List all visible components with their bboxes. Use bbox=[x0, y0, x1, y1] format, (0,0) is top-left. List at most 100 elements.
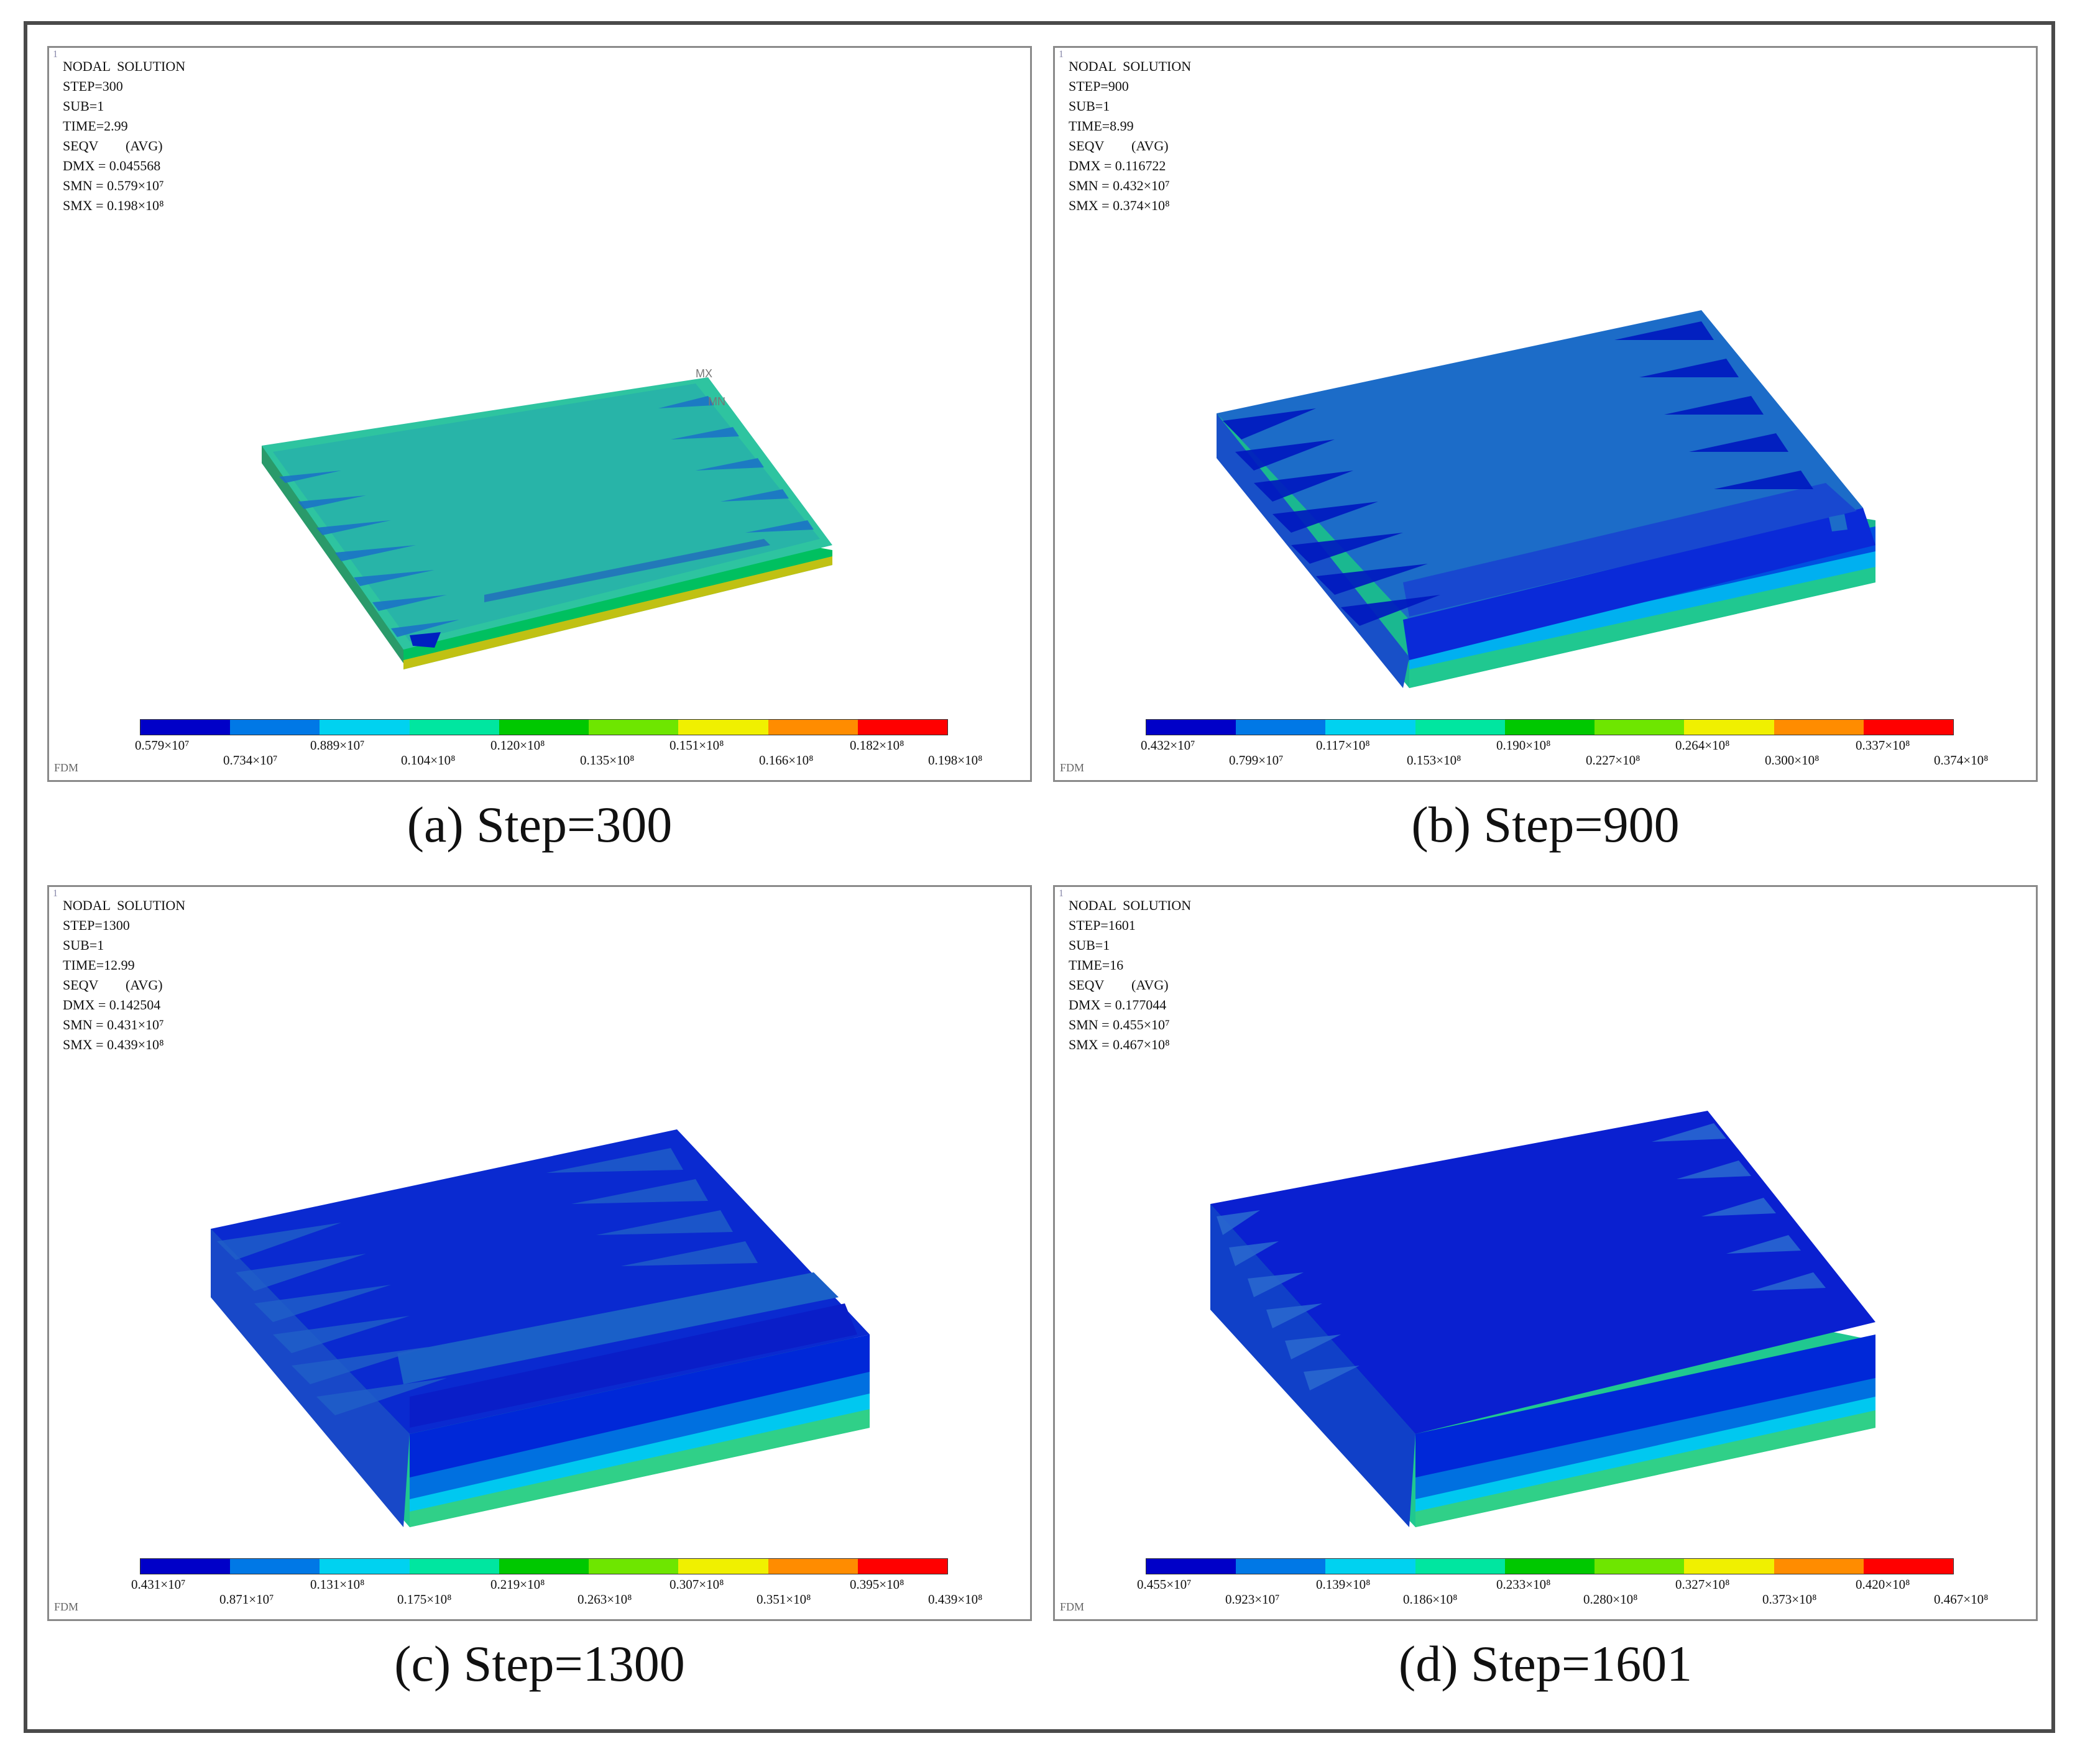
legend-tick: 0.871×10⁷ bbox=[219, 1592, 274, 1607]
legend-tick: 0.467×10⁸ bbox=[1934, 1592, 1989, 1607]
info-line: STEP=1300 bbox=[63, 917, 130, 933]
legend-tick: 0.351×10⁸ bbox=[757, 1592, 811, 1607]
stress-render-d bbox=[1210, 1111, 1875, 1527]
legend-swatch bbox=[140, 1559, 231, 1574]
legend-swatch bbox=[1504, 720, 1595, 735]
legend-tick: 0.186×10⁸ bbox=[1403, 1592, 1458, 1607]
legend-tick: 0.395×10⁸ bbox=[850, 1577, 904, 1592]
info-line: SMN = 0.431×10⁷ bbox=[63, 1017, 164, 1032]
legend-tick: 0.131×10⁸ bbox=[310, 1577, 365, 1592]
legend-tick: 0.734×10⁷ bbox=[223, 753, 278, 768]
legend-tick: 0.219×10⁸ bbox=[490, 1577, 545, 1592]
caption-a: (a) Step=300 bbox=[407, 796, 673, 853]
legend-tick: 0.431×10⁷ bbox=[131, 1577, 186, 1592]
stress-render-a: MX MN bbox=[262, 367, 832, 669]
legend-tick: 0.280×10⁸ bbox=[1583, 1592, 1638, 1607]
legend-swatch bbox=[499, 720, 589, 735]
legend-tick: 0.198×10⁸ bbox=[928, 753, 983, 768]
solution-info-a: NODAL SOLUTION STEP=300 SUB=1 TIME=2.99 … bbox=[63, 57, 185, 216]
legend-swatch bbox=[1146, 1559, 1236, 1574]
legend-tick: 0.373×10⁸ bbox=[1762, 1592, 1817, 1607]
legend-tick: 0.923×10⁷ bbox=[1225, 1592, 1280, 1607]
legend-swatch bbox=[857, 1559, 947, 1574]
legend-swatch bbox=[768, 1559, 858, 1574]
info-line: SMN = 0.579×10⁷ bbox=[63, 178, 164, 193]
legend-swatch bbox=[589, 720, 679, 735]
legend-tick: 0.153×10⁸ bbox=[1407, 753, 1461, 768]
solution-info-c: NODAL SOLUTION STEP=1300 SUB=1 TIME=12.9… bbox=[63, 896, 185, 1055]
legend-tick: 0.264×10⁸ bbox=[1675, 738, 1730, 753]
slab-left-face bbox=[262, 446, 403, 663]
legend-swatch bbox=[230, 720, 320, 735]
info-line: TIME=16 bbox=[1069, 957, 1124, 973]
panel-c: 1 NODAL SOLUTION STEP=1300 SUB=1 TIME=12… bbox=[47, 885, 1032, 1621]
info-line: SMN = 0.455×10⁷ bbox=[1069, 1017, 1170, 1032]
legend-swatch bbox=[409, 720, 499, 735]
corner-marker: 1 bbox=[1059, 49, 1064, 60]
legend-swatch bbox=[1595, 1559, 1685, 1574]
legend-swatch bbox=[1146, 720, 1236, 735]
info-line: SMN = 0.432×10⁷ bbox=[1069, 178, 1170, 193]
legend-tick: 0.151×10⁸ bbox=[670, 738, 724, 753]
legend-tick: 0.190×10⁸ bbox=[1496, 738, 1551, 753]
legend-swatch bbox=[1863, 1559, 1953, 1574]
legend-tick: 0.455×10⁷ bbox=[1137, 1577, 1192, 1592]
info-line: SUB=1 bbox=[1069, 98, 1110, 114]
corner-marker: 1 bbox=[53, 888, 58, 899]
legend-tick: 0.579×10⁷ bbox=[135, 738, 190, 753]
legend-swatch bbox=[1415, 720, 1505, 735]
panel-a: 1 NODAL SOLUTION STEP=300 SUB=1 TIME=2.9… bbox=[47, 46, 1032, 782]
legend-tick: 0.374×10⁸ bbox=[1934, 753, 1989, 768]
info-line: SMX = 0.467×10⁸ bbox=[1069, 1037, 1170, 1052]
legend-swatch bbox=[499, 1559, 589, 1574]
caption-d: (d) Step=1601 bbox=[1398, 1635, 1693, 1692]
legend-swatch bbox=[409, 1559, 499, 1574]
panel-d: 1 NODAL SOLUTION STEP=1601 SUB=1 TIME=16… bbox=[1053, 885, 2038, 1621]
info-line: NODAL SOLUTION bbox=[63, 58, 186, 74]
info-line: SMX = 0.374×10⁸ bbox=[1069, 198, 1170, 213]
info-line: NODAL SOLUTION bbox=[1069, 58, 1192, 74]
legend-swatch bbox=[230, 1559, 320, 1574]
info-line: DMX = 0.045568 bbox=[63, 158, 161, 173]
legend-swatch bbox=[589, 1559, 679, 1574]
info-line: DMX = 0.142504 bbox=[63, 997, 161, 1013]
legend-tick: 0.135×10⁸ bbox=[580, 753, 635, 768]
legend-swatch bbox=[1325, 1559, 1415, 1574]
panel-b: 1 NODAL SOLUTION STEP=900 SUB=1 TIME=8.9… bbox=[1053, 46, 2038, 782]
legend-colorbar-d bbox=[1146, 1558, 1954, 1574]
legend-swatch bbox=[1236, 1559, 1326, 1574]
legend-swatch bbox=[320, 1559, 410, 1574]
info-line: SEQV (AVG) bbox=[1069, 138, 1169, 154]
stress-render-b bbox=[1217, 310, 1875, 688]
legend-tick: 0.227×10⁸ bbox=[1586, 753, 1641, 768]
legend-swatch bbox=[1415, 1559, 1505, 1574]
info-line: SEQV (AVG) bbox=[1069, 977, 1169, 993]
info-line: TIME=2.99 bbox=[63, 118, 128, 134]
legend-swatch bbox=[1325, 720, 1415, 735]
corner-marker: 1 bbox=[53, 49, 58, 60]
info-line: SMX = 0.439×10⁸ bbox=[63, 1037, 164, 1052]
legend-swatch bbox=[1863, 720, 1953, 735]
min-marker: MN bbox=[708, 395, 725, 408]
legend-colorbar-a bbox=[140, 719, 948, 735]
info-line: SUB=1 bbox=[63, 98, 104, 114]
max-marker: MX bbox=[696, 367, 712, 380]
legend-tick: 0.327×10⁸ bbox=[1675, 1577, 1730, 1592]
legend-tick: 0.307×10⁸ bbox=[670, 1577, 724, 1592]
solution-info-d: NODAL SOLUTION STEP=1601 SUB=1 TIME=16 S… bbox=[1069, 896, 1191, 1055]
info-line: NODAL SOLUTION bbox=[63, 898, 186, 913]
legend-tick: 0.889×10⁷ bbox=[310, 738, 365, 753]
legend-swatch bbox=[768, 720, 858, 735]
caption-b: (b) Step=900 bbox=[1411, 796, 1680, 853]
legend-tick: 0.432×10⁷ bbox=[1141, 738, 1195, 753]
info-line: STEP=900 bbox=[1069, 78, 1129, 94]
legend-tick: 0.166×10⁸ bbox=[759, 753, 814, 768]
legend-colorbar-c bbox=[140, 1558, 948, 1574]
legend-tick: 0.337×10⁸ bbox=[1856, 738, 1910, 753]
info-line: SUB=1 bbox=[1069, 937, 1110, 953]
info-line: SEQV (AVG) bbox=[63, 138, 163, 154]
legend-tick: 0.420×10⁸ bbox=[1856, 1577, 1910, 1592]
legend-tick: 0.120×10⁸ bbox=[490, 738, 545, 753]
info-line: SEQV (AVG) bbox=[63, 977, 163, 993]
info-line: STEP=1601 bbox=[1069, 917, 1136, 933]
